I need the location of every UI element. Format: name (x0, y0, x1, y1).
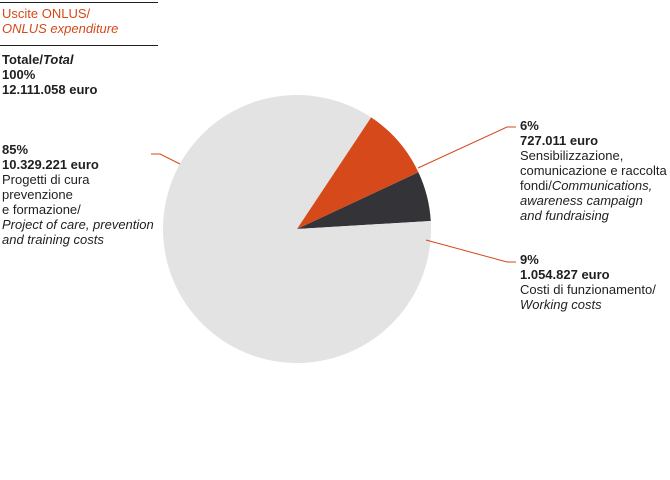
care-desc-en-line-2: and training costs (2, 232, 104, 247)
care-amount-label: 10.329.221 euro (2, 157, 99, 172)
total-amount: 12.111.058 euro (2, 82, 98, 97)
working-amount-label: 1.054.827 euro (520, 267, 610, 282)
total-percent: 100% (2, 67, 36, 82)
leader-line-working (425, 239, 516, 263)
awareness-desc-it-line-1: Sensibilizzazione, (520, 148, 624, 163)
chart-title-it: Uscite ONLUS/ (2, 6, 91, 21)
title-bottom-rule (0, 45, 158, 46)
title-top-rule (0, 2, 158, 3)
care-desc-it-line-3: e formazione/ (2, 202, 81, 217)
working-desc-en-line-1: Working costs (520, 297, 602, 312)
awareness-desc-en-line-3: and fundraising (520, 208, 609, 223)
care-percent-label: 85% (2, 142, 29, 157)
leader-line-care (151, 153, 181, 165)
chart-title-en: ONLUS expenditure (2, 21, 119, 36)
awareness-desc-en-line-1: Communications, (551, 178, 653, 193)
awareness-desc-line-3: fondi/Communications, (520, 178, 670, 193)
working-percent-label: 9% (520, 252, 539, 267)
working-desc-it-line-1: Costi di funzionamento/ (520, 282, 656, 297)
awareness-desc-en-line-2: awareness campaign (520, 193, 643, 208)
total-label-it: Totale/ (2, 52, 43, 67)
leader-lines (151, 126, 516, 263)
awareness-percent-label: 6% (520, 118, 539, 133)
awareness-desc-it-line-3: fondi/ (520, 178, 552, 193)
working-slice-label: 9% 1.054.827 euro Costi di funzionamento… (520, 252, 670, 312)
care-desc-it-line-1: Progetti di cura (2, 172, 90, 187)
total-label: Totale/Total (2, 52, 97, 67)
chart-title: Uscite ONLUS/ ONLUS expenditure (2, 6, 118, 36)
care-desc-en-line-1: Project of care, prevention (2, 217, 154, 232)
total-block: Totale/Total 100% 12.111.058 euro (2, 52, 97, 97)
pie-slice-care (163, 95, 432, 364)
awareness-slice-label: 6% 727.011 euro Sensibilizzazione, comun… (520, 118, 670, 223)
awareness-amount-label: 727.011 euro (520, 133, 599, 148)
leader-line-awareness (417, 126, 516, 169)
pie-slice-working (297, 117, 419, 229)
care-desc-it-line-2: prevenzione (2, 187, 73, 202)
total-label-en: Total (42, 52, 74, 67)
awareness-desc-it-line-2: comunicazione e raccolta (520, 163, 667, 178)
pie-slice-awareness (297, 172, 431, 229)
care-slice-label: 85% 10.329.221 euro Progetti di cura pre… (2, 142, 162, 247)
pie-slices (163, 95, 432, 364)
